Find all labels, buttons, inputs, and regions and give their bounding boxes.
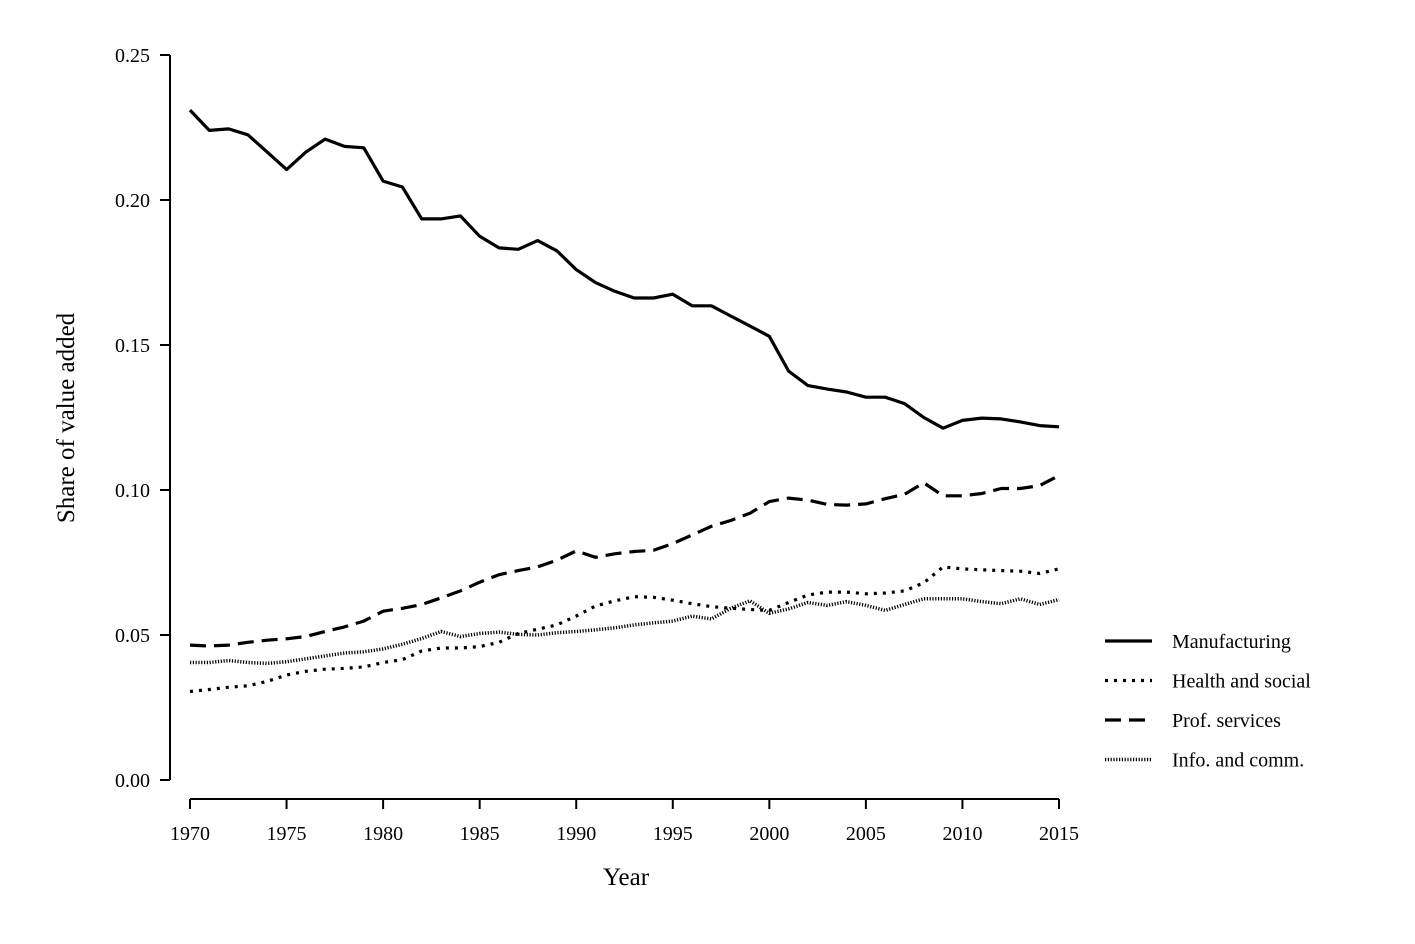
- legend-label: Health and social: [1172, 671, 1311, 693]
- y-tick-label: 0.15: [115, 335, 150, 357]
- y-tick-label: 0.10: [115, 480, 150, 502]
- x-tick-label: 1990: [556, 823, 596, 845]
- legend-item: Manufacturing: [1105, 631, 1291, 653]
- x-tick-label: 1975: [267, 823, 307, 845]
- x-tick-label: 1985: [460, 823, 500, 845]
- y-axis: 0.00 0.05 0.10 0.15 0.20 0.25: [115, 45, 171, 792]
- x-tick-label: 2010: [942, 823, 982, 845]
- x-tick-label: 1995: [653, 823, 693, 845]
- series-line-prof-services: [189, 474, 1060, 648]
- x-axis-title: Year: [603, 864, 650, 891]
- legend-item: Prof. services: [1105, 710, 1281, 732]
- series-line-health-and-social: [189, 565, 1060, 694]
- series-line-info-and-comm: [190, 597, 1060, 666]
- y-tick-label: 0.20: [115, 190, 150, 212]
- legend-label: Info. and comm.: [1172, 750, 1304, 772]
- y-axis-title: Share of value added: [53, 312, 80, 523]
- x-axis: 1970 1975 1980 1985 1990 1995 2000 2005 2010 2015: [170, 798, 1079, 845]
- series-lines: [188, 108, 1060, 694]
- x-ticks: 1970 1975 1980 1985 1990 1995 2000 2005 2010 2015: [170, 799, 1079, 845]
- x-tick-label: 1970: [170, 823, 210, 845]
- series-line-manufacturing: [188, 108, 1060, 430]
- x-tick-label: 2015: [1039, 823, 1079, 845]
- x-tick-label: 1980: [363, 823, 403, 845]
- y-ticks: 0.00 0.05 0.10 0.15 0.20 0.25: [115, 45, 170, 792]
- legend-label: Manufacturing: [1172, 631, 1291, 653]
- x-tick-label: 2005: [846, 823, 886, 845]
- legend: Manufacturing Health and social Prof. serv…: [1105, 631, 1311, 772]
- legend-label: Prof. services: [1172, 710, 1281, 732]
- legend-item: Health and social: [1105, 671, 1311, 693]
- x-tick-label: 2000: [749, 823, 789, 845]
- y-tick-label: 0.05: [115, 625, 150, 647]
- legend-item: Info. and comm.: [1105, 750, 1304, 772]
- y-tick-label: 0.25: [115, 45, 150, 67]
- y-tick-label: 0.00: [115, 770, 150, 792]
